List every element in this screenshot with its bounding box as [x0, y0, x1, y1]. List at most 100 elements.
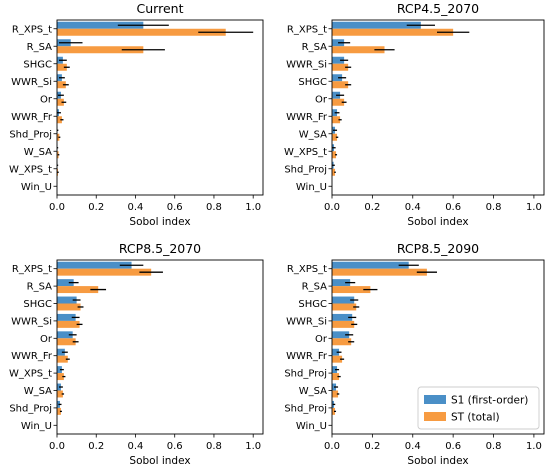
bar-st — [332, 373, 340, 381]
bar-s1 — [332, 348, 340, 356]
bar-st — [57, 355, 68, 363]
legend-frame — [417, 386, 540, 430]
ytick-label: Shd_Proj — [9, 129, 52, 140]
bar-s1 — [57, 331, 73, 339]
ytick-label: WWR_Fr — [11, 351, 53, 362]
bar-st — [57, 373, 64, 381]
x-axis-label: Sobol index — [407, 455, 468, 467]
ytick-label: W_XPS_t — [9, 369, 52, 380]
bar-st — [57, 268, 152, 276]
bar-st — [57, 286, 99, 294]
bar-s1 — [57, 348, 65, 356]
ytick-label: Shd_Proj — [9, 403, 52, 414]
xtick-label: 0.0 — [49, 202, 65, 213]
bar-st — [332, 63, 349, 71]
bar-s1 — [57, 296, 77, 304]
xtick-label: 1.0 — [245, 202, 261, 213]
bar-s1 — [332, 313, 353, 321]
ytick-label: W_SA — [24, 147, 52, 158]
bar-st — [332, 390, 339, 398]
bar-st — [332, 98, 345, 106]
x-axis-label: Sobol index — [129, 216, 190, 228]
ytick-label: WWR_Si — [11, 77, 52, 88]
bar-s1 — [332, 109, 338, 117]
xtick-label: 0.8 — [206, 441, 222, 452]
ytick-label: Or — [315, 94, 328, 105]
xtick-label: 0.0 — [324, 441, 340, 452]
axis-frame — [331, 259, 545, 435]
bar-s1 — [332, 296, 355, 304]
bar-st — [57, 116, 62, 124]
bar-s1 — [57, 366, 62, 374]
legend-label-st: ST (total) — [451, 412, 500, 424]
chart-title: RCP4.5_2070 — [397, 1, 479, 16]
ytick-label: R_SA — [302, 282, 327, 293]
xtick-label: 0.8 — [486, 202, 502, 213]
bar-st — [57, 151, 59, 159]
bar-s1 — [57, 313, 76, 321]
ytick-label: WWR_Fr — [11, 112, 53, 123]
legend-label-s1: S1 (first-order) — [451, 395, 528, 407]
chart-title: Current — [137, 1, 184, 16]
ytick-label: Or — [40, 334, 53, 345]
ytick-label: WWR_Si — [286, 59, 327, 70]
ytick-label: WWR_Fr — [286, 112, 328, 123]
ytick-label: W_XPS_t — [284, 147, 327, 158]
xtick-label: 1.0 — [526, 202, 542, 213]
x-axis-label: Sobol index — [129, 455, 190, 467]
bar-s1 — [57, 279, 74, 287]
xtick-label: 0.0 — [324, 202, 340, 213]
ytick-label: SHGC — [23, 59, 52, 70]
chart-panel-4: RCP8.5_2090 R_XPS_t R_SA SHGC WWR_Si Or WWR_Fr… — [284, 241, 545, 467]
bar-st — [57, 28, 226, 36]
ytick-label: Win_U — [296, 421, 327, 432]
bar-st — [332, 116, 341, 124]
xtick-label: 0.2 — [364, 202, 380, 213]
legend-swatch-s1 — [424, 395, 446, 404]
chart-panel-2: RCP4.5_2070 R_XPS_t R_SA WWR_Si SHGC Or WWR_Fr… — [284, 1, 545, 228]
xtick-label: 0.4 — [405, 202, 421, 213]
xtick-label: 0.6 — [167, 202, 183, 213]
legend: S1 (first-order) ST (total) — [417, 386, 540, 430]
x-axis-label: Sobol index — [407, 216, 468, 228]
chart-title: RCP8.5_2090 — [397, 241, 479, 256]
bar-s1 — [57, 21, 144, 29]
xtick-label: 0.4 — [405, 441, 421, 452]
bar-s1 — [332, 21, 421, 29]
chart-panel-3: RCP8.5_2070 R_XPS_t R_SA SHGC WWR_Si Or WWR_Fr… — [9, 241, 264, 467]
bar-st — [332, 46, 385, 54]
axis-frame — [56, 19, 264, 196]
ytick-label: W_XPS_t — [9, 164, 52, 175]
ytick-label: W_SA — [299, 129, 327, 140]
bar-st — [57, 133, 60, 141]
ytick-label: R_SA — [302, 42, 327, 53]
ytick-label: SHGC — [298, 77, 327, 88]
bar-st — [57, 81, 66, 89]
ytick-label: SHGC — [23, 299, 52, 310]
xtick-label: 1.0 — [245, 441, 261, 452]
chart-panel-1: Current R_XPS_t R_SA SHGC WWR_Si Or WWR_Fr Shd_… — [9, 1, 264, 228]
ytick-label: R_XPS_t — [12, 24, 52, 35]
bar-st — [57, 98, 64, 106]
bar-s1 — [332, 331, 350, 339]
ytick-label: WWR_Si — [286, 316, 327, 327]
xtick-label: 0.2 — [88, 441, 104, 452]
ytick-label: W_SA — [299, 386, 327, 397]
ytick-label: R_SA — [27, 282, 52, 293]
axis-frame — [331, 19, 545, 196]
bar-st — [332, 320, 355, 328]
bar-s1 — [332, 74, 343, 82]
xtick-label: 1.0 — [526, 441, 542, 452]
xtick-label: 0.8 — [206, 202, 222, 213]
ytick-label: WWR_Si — [11, 316, 52, 327]
ytick-label: Shd_Proj — [284, 164, 327, 175]
xtick-label: 0.2 — [364, 441, 380, 452]
ytick-label: Shd_Proj — [284, 369, 327, 380]
ytick-label: Or — [40, 94, 53, 105]
bar-st — [57, 390, 63, 398]
bar-st — [332, 151, 337, 159]
bar-st — [57, 303, 81, 311]
ytick-label: Win_U — [21, 182, 52, 193]
bar-s1 — [332, 279, 351, 287]
